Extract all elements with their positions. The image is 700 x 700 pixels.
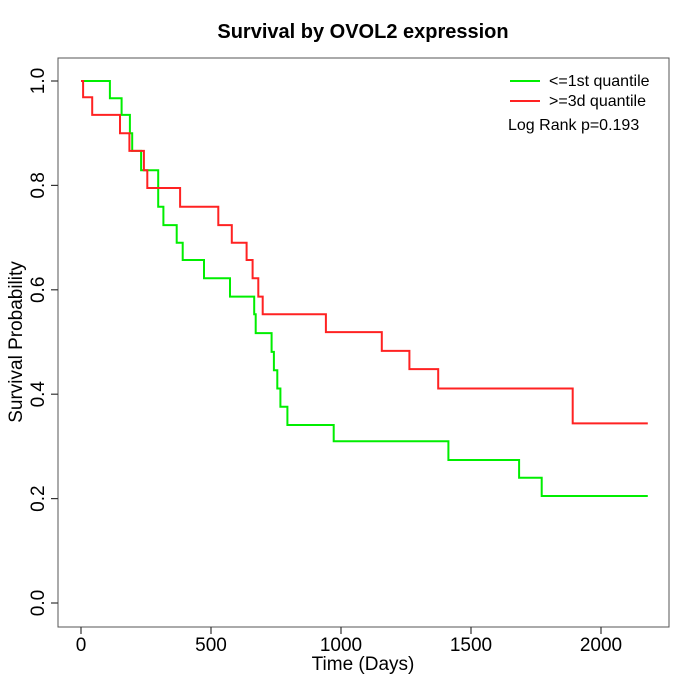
km-curve-high-quantile <box>81 80 648 425</box>
plot-frame <box>57 57 670 628</box>
km-curve-low-quantile <box>81 80 648 497</box>
y-tick-label: 0.2 <box>28 485 49 511</box>
y-tick-label: 0.8 <box>28 172 49 198</box>
y-axis-label: Survival Probability <box>6 261 27 423</box>
log-rank-annotation: Log Rank p=0.193 <box>508 117 639 134</box>
x-tick-label: 1000 <box>320 635 362 656</box>
y-tick-label: 0.4 <box>28 381 49 408</box>
x-tick-label: 0 <box>76 635 87 656</box>
legend-label-low-quantile: <=1st quantile <box>549 73 650 90</box>
x-tick-label: 1500 <box>450 635 492 656</box>
x-tick-label: 2000 <box>580 635 622 656</box>
km-curves <box>81 80 648 497</box>
x-axis-label: Time (Days) <box>312 654 415 675</box>
x-tick-label: 500 <box>195 635 227 656</box>
x-axis: 0 500 1000 1500 2000 <box>76 627 622 656</box>
y-tick-label: 0.0 <box>28 590 49 616</box>
y-tick-label: 0.6 <box>28 277 49 303</box>
chart-title: Survival by OVOL2 expression <box>217 21 508 43</box>
y-axis: 0.0 0.2 0.4 0.6 0.8 1.0 <box>28 68 58 616</box>
y-tick-label: 1.0 <box>28 68 49 94</box>
legend: <=1st quantile >=3d quantile Log Rank p=… <box>508 73 650 134</box>
legend-label-high-quantile: >=3d quantile <box>549 93 646 110</box>
